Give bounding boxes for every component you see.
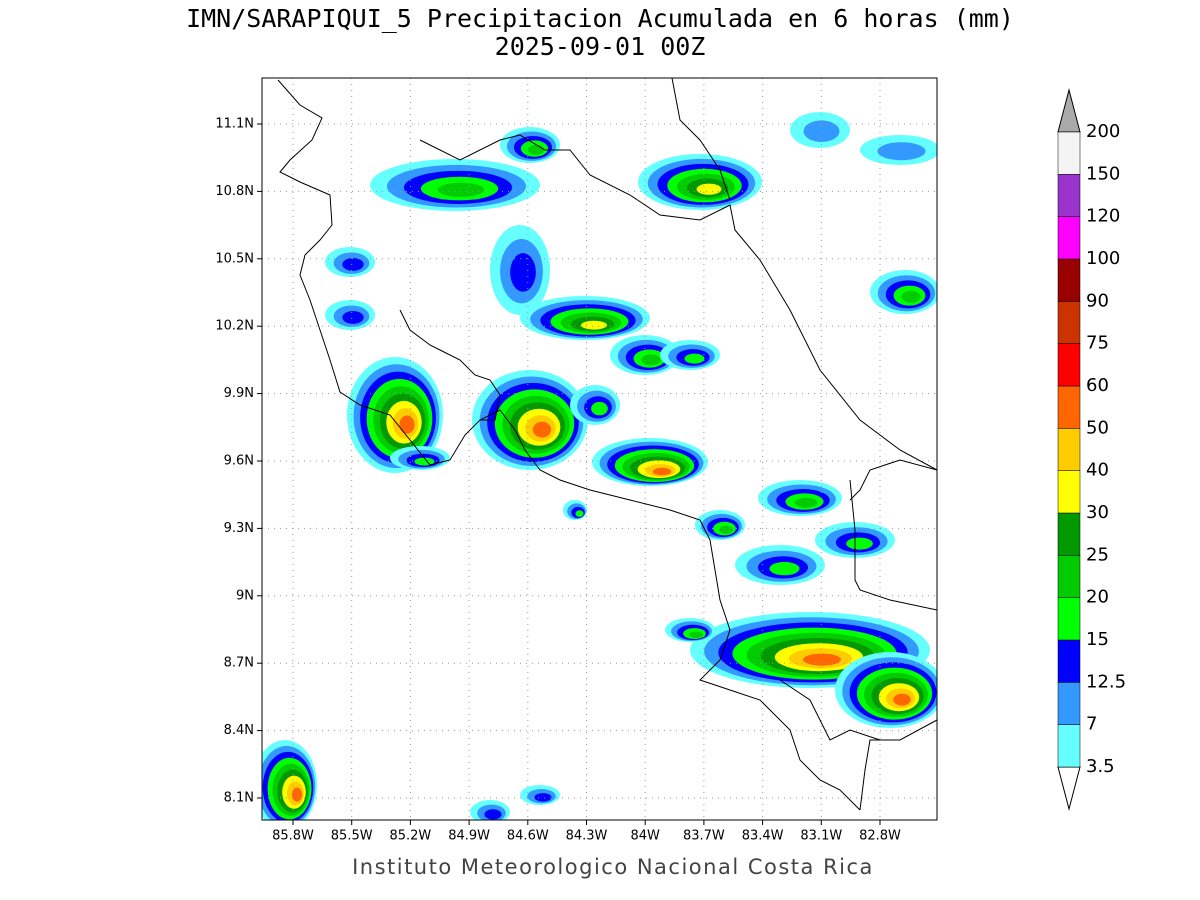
colorbar-bin [1057, 343, 1081, 387]
grid: 85.8W 85.5W 85.2W 84.9W 84.6W 84.3W 84W 83.7W 83… [215, 78, 937, 844]
rain-area [641, 354, 661, 366]
coastline [779, 679, 881, 741]
map-frame [261, 77, 938, 821]
colorbar-bin [1057, 258, 1081, 302]
rain-area [893, 693, 911, 706]
rain-area [399, 415, 415, 434]
rain-area [901, 290, 921, 303]
coastline [849, 459, 937, 501]
rain-area [534, 793, 552, 802]
x-tick-label: 82.8W [859, 829, 901, 844]
x-tick-label: 84.3W [566, 829, 608, 844]
rain-area [877, 142, 926, 161]
x-tick-label: 83.1W [800, 829, 842, 844]
rain-area [696, 183, 722, 195]
rain-area [575, 510, 584, 517]
rain-area [591, 401, 608, 416]
rain-area [689, 631, 703, 639]
y-tick-label: 9N [236, 588, 254, 603]
colorbar-bin [1057, 385, 1081, 429]
rain-area [846, 537, 873, 550]
colorbar-bin [1057, 512, 1081, 556]
subtitle: 2025-09-01 00Z [495, 32, 706, 61]
y-tick-label: 10.2N [215, 319, 254, 334]
rain-area [342, 310, 364, 324]
coastlines [277, 78, 937, 811]
rain-area [803, 653, 841, 666]
colorbar-label: 30 [1086, 502, 1109, 523]
y-tick-label: 8.7N [224, 656, 254, 671]
colorbar-label: 7 [1086, 714, 1097, 735]
colorbar-bin [1057, 428, 1081, 471]
colorbar-label: 40 [1086, 460, 1109, 481]
y-tick-label: 9.3N [224, 521, 254, 536]
x-tick-label: 85.2W [389, 829, 431, 844]
colorbar-label: 100 [1086, 248, 1120, 269]
rain-area [684, 353, 705, 364]
colorbar: 3.5 7 12.5 15 20 25 30 40 50 60 75 90 100 120 150 200 [1057, 88, 1126, 811]
colorbar-bin [1057, 131, 1081, 175]
colorbar-bin [1057, 555, 1081, 598]
colorbar-label: 120 [1086, 206, 1120, 227]
x-tick-label: 84.9W [448, 829, 490, 844]
y-tick-label: 11.1N [215, 117, 254, 132]
border [849, 479, 937, 611]
rain-area [437, 182, 485, 197]
rain-area [532, 421, 552, 438]
colorbar-label: 200 [1086, 121, 1120, 142]
colorbar-bin [1057, 470, 1081, 514]
rain-area [719, 525, 733, 534]
x-tick-label: 84.6W [507, 829, 549, 844]
colorbar-label: 60 [1086, 375, 1109, 396]
rain-area [484, 809, 502, 820]
border [419, 134, 937, 471]
coastline [859, 719, 937, 811]
colorbar-bin [1057, 639, 1081, 683]
colorbar-label: 25 [1086, 544, 1109, 565]
x-tick-label: 83.4W [742, 829, 784, 844]
colorbar-label: 15 [1086, 629, 1109, 650]
colorbar-bin [1057, 174, 1081, 217]
colorbar-bin [1057, 682, 1081, 725]
colorbar-bin [1057, 301, 1081, 344]
rain-area [794, 497, 818, 508]
rain-area [581, 320, 607, 330]
colorbar-label: 20 [1086, 587, 1109, 608]
y-tick-label: 9.9N [224, 386, 254, 401]
rain-area [803, 120, 840, 142]
x-tick-label: 84W [630, 829, 660, 844]
colorbar-bin [1057, 216, 1081, 260]
coastline [671, 78, 731, 201]
colorbar-under [1057, 766, 1081, 811]
colorbar-bin [1057, 597, 1081, 641]
coastline [399, 309, 501, 421]
colorbar-over [1057, 88, 1081, 133]
x-tick-label: 85.8W [272, 829, 314, 844]
rain-area [769, 561, 800, 576]
rain-area [291, 787, 303, 802]
rain-area [527, 144, 545, 155]
colorbar-label: 90 [1086, 290, 1109, 311]
colorbar-label: 75 [1086, 333, 1109, 354]
x-tick-label: 83.7W [683, 829, 725, 844]
y-tick-label: 9.6N [224, 454, 254, 469]
rain-area [342, 257, 364, 271]
colorbar-bin [1057, 724, 1081, 768]
y-tick-label: 8.1N [224, 791, 254, 806]
y-tick-label: 10.8N [215, 184, 254, 199]
colorbar-label: 50 [1086, 417, 1109, 438]
footer: Instituto Meteorologico Nacional Costa R… [352, 855, 874, 879]
rain-area [652, 467, 672, 476]
colorbar-label: 3.5 [1086, 756, 1115, 777]
rain-area [510, 253, 536, 292]
title: IMN/SARAPIQUI_5 Precipitacion Acumulada … [186, 4, 1014, 33]
x-tick-label: 85.5W [331, 829, 373, 844]
colorbar-label: 150 [1086, 163, 1120, 184]
y-tick-label: 8.4N [224, 723, 254, 738]
precipitation-field [262, 112, 937, 820]
y-tick-label: 10.5N [215, 251, 254, 266]
colorbar-label: 12.5 [1086, 671, 1126, 692]
